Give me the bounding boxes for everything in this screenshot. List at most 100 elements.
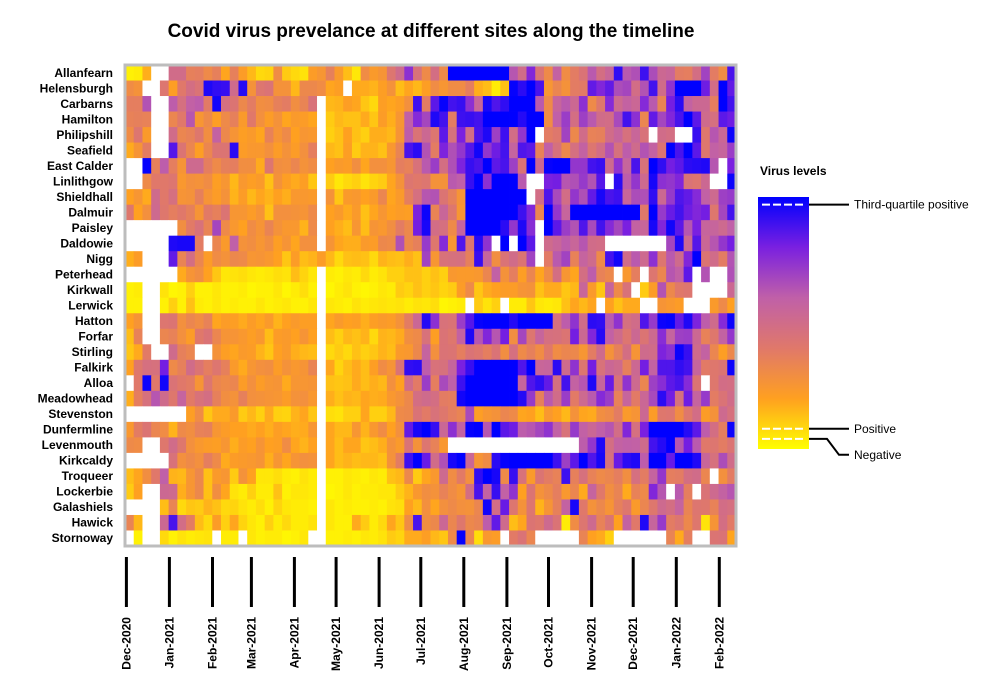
heatmap-cell [238,452,248,469]
heatmap-cell [299,235,309,252]
heatmap-cell [229,189,239,206]
heatmap-cell [151,421,161,438]
heatmap-cell [378,313,388,330]
heatmap-cell [587,282,597,299]
heatmap-cell [229,204,239,221]
heatmap-cell [674,189,685,206]
heatmap-cell [596,297,606,314]
heatmap-cell [587,235,597,252]
heatmap-cell [238,220,248,237]
heatmap-cell [543,452,554,469]
heatmap-cell [727,189,737,206]
heatmap-cell [439,406,449,423]
heatmap-cell [709,421,719,438]
heatmap-cell [491,359,501,376]
heatmap-cell [666,530,676,547]
heatmap-cell [596,266,606,283]
heatmap-cell [631,313,641,330]
heatmap-cell [282,297,292,314]
heatmap-cell [142,344,152,361]
heatmap-cell [421,344,431,361]
heatmap-cell [622,359,632,376]
heatmap-cell [622,313,632,330]
heatmap-cell [543,375,554,392]
heatmap-cell [596,127,606,143]
heatmap-cell [238,359,248,376]
heatmap-cell [517,514,527,531]
heatmap-cell [639,282,650,299]
heatmap-cell [430,499,440,516]
heatmap-cell [194,344,204,361]
heatmap-cell [133,251,143,268]
heatmap-cell [212,80,222,97]
heatmap-cell [683,251,693,268]
heatmap-cell [561,483,571,500]
heatmap-cell [186,189,196,206]
heatmap-cell [255,80,266,97]
heatmap-cell [247,266,257,283]
x-tick-label: Nov-2021 [585,617,599,671]
heatmap-cell [517,173,527,190]
heatmap-cell [229,483,239,500]
heatmap-cell [605,359,615,376]
heatmap-cell [247,158,257,175]
site-label: Galashiels [53,500,113,514]
heatmap-cell [456,282,466,299]
heatmap-cell [561,220,571,237]
heatmap-cell [203,452,213,469]
heatmap-cell [238,375,248,392]
heatmap-cell [570,375,580,392]
heatmap-cell [456,530,466,547]
heatmap-cell [718,421,728,438]
heatmap-cell [570,111,580,128]
heatmap-cell [552,421,562,438]
x-axis-ticks: Dec-2020 Jan-2021 Feb-2021 Mar-2021 Apr-2021… [119,557,726,671]
heatmap-cell [456,313,466,330]
heatmap-cell [221,514,231,531]
heatmap-cell [395,266,405,283]
heatmap-cell [386,437,396,454]
heatmap-cell [596,65,606,81]
heatmap-cell [395,468,405,485]
heatmap-cell [701,344,711,361]
heatmap-cell [325,483,335,500]
heatmap-cell [570,142,580,159]
heatmap-cell [194,204,204,221]
heatmap-cell [587,266,597,283]
heatmap-cell [622,142,632,159]
heatmap-cell [657,328,667,345]
heatmap-cell [308,251,318,268]
heatmap-cell [657,220,667,237]
heatmap-cell [421,375,431,392]
heatmap-cell [229,437,239,454]
heatmap-cell [587,65,597,81]
heatmap-cell [351,204,362,221]
heatmap-cell [605,251,615,268]
heatmap-cell [413,530,423,547]
heatmap-cell [500,468,510,485]
heatmap-cell [317,375,327,392]
heatmap-cell [456,514,466,531]
heatmap-cell [142,514,152,531]
heatmap-cell [570,359,580,376]
heatmap-cell [413,251,423,268]
heatmap-cell [221,96,231,112]
heatmap-cell [212,158,222,175]
heatmap-cell [465,173,475,190]
heatmap-cell [378,421,388,438]
heatmap-cell [264,499,274,516]
heatmap-cell [273,390,283,407]
heatmap-cell [657,421,667,438]
heatmap-cell [500,344,510,361]
heatmap-cell [692,251,702,268]
heatmap-cell [482,468,492,485]
heatmap-cell [683,514,693,531]
heatmap-cell [683,158,693,175]
heatmap-cell [299,514,309,531]
heatmap-cell [561,204,571,221]
heatmap-cell [482,220,492,237]
heatmap-cell [639,158,650,175]
heatmap-cell [674,158,685,175]
heatmap-cell [186,204,196,221]
heatmap-cell [631,142,641,159]
